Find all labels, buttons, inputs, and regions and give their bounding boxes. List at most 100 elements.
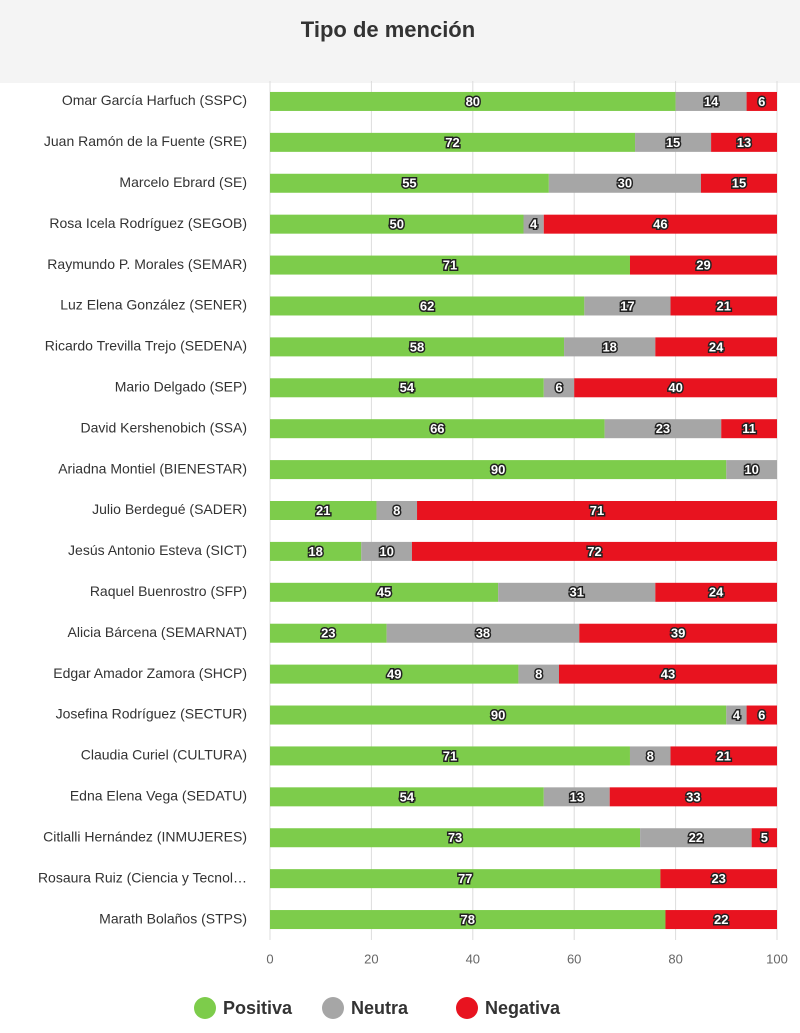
- bar-segment: [746, 705, 777, 725]
- data-label: 72: [587, 544, 601, 559]
- data-label: 8: [393, 503, 400, 518]
- bar-segment: [543, 214, 777, 234]
- bar-segment: [629, 746, 671, 766]
- bar-segment: [270, 378, 544, 398]
- data-label: 24: [709, 585, 724, 600]
- data-label: 49: [387, 667, 401, 682]
- data-label: 15: [732, 176, 746, 191]
- bar-segment: [543, 378, 575, 398]
- bar-segment: [270, 828, 641, 848]
- bar-segment: [270, 623, 387, 643]
- legend-marker: [456, 997, 478, 1019]
- data-label: 8: [535, 667, 542, 682]
- bar-segment: [665, 910, 777, 930]
- legend-marker: [194, 997, 216, 1019]
- chart-title: Tipo de mención: [301, 17, 475, 42]
- bar-segment: [411, 541, 777, 561]
- y-tick-label: Luz Elena González (SENER): [60, 297, 247, 313]
- bar-segment: [584, 296, 671, 316]
- bar-segment: [518, 664, 559, 684]
- y-tick-label: Mario Delgado (SEP): [115, 378, 247, 394]
- data-label: 80: [466, 94, 480, 109]
- data-label: 13: [570, 789, 584, 804]
- data-label: 21: [717, 298, 731, 313]
- y-tick-label: Ricardo Trevilla Trejo (SEDENA): [45, 338, 247, 354]
- bar-segment: [655, 582, 777, 602]
- data-label: 17: [620, 298, 634, 313]
- bar-segment: [270, 173, 549, 193]
- bar-segment: [660, 869, 777, 889]
- x-tick-label: 40: [466, 951, 480, 966]
- bar-segment: [270, 296, 585, 316]
- bar-segment: [711, 132, 777, 152]
- bar-segment: [270, 746, 630, 766]
- bar-segment: [675, 91, 747, 111]
- bar-segment: [270, 255, 630, 275]
- data-label: 43: [661, 667, 675, 682]
- legend-marker: [322, 997, 344, 1019]
- bar-segment: [558, 664, 777, 684]
- data-label: 39: [671, 626, 685, 641]
- bar-segment: [543, 787, 610, 807]
- legend-label: Neutra: [351, 998, 409, 1018]
- bar-segment: [579, 623, 777, 643]
- data-label: 38: [476, 626, 490, 641]
- data-label: 50: [390, 217, 404, 232]
- y-tick-label: Jesús Antonio Esteva (SICT): [68, 542, 247, 558]
- data-label: 71: [443, 748, 457, 763]
- bar-segment: [270, 664, 519, 684]
- data-label: 18: [602, 339, 616, 354]
- y-tick-label: Edgar Amador Zamora (SHCP): [53, 665, 247, 681]
- bar-segment: [270, 869, 661, 889]
- x-tick-label: 100: [766, 951, 788, 966]
- legend-label: Positiva: [223, 998, 293, 1018]
- data-label: 14: [704, 94, 719, 109]
- data-label: 54: [400, 380, 415, 395]
- x-tick-label: 0: [266, 951, 273, 966]
- bar-segment: [726, 705, 747, 725]
- bar-segment: [700, 173, 777, 193]
- data-label: 13: [737, 135, 751, 150]
- y-tick-label: Juan Ramón de la Fuente (SRE): [44, 133, 247, 149]
- data-label: 33: [686, 789, 700, 804]
- y-tick-label: Edna Elena Vega (SEDATU): [70, 788, 247, 804]
- data-label: 6: [555, 380, 562, 395]
- y-tick-label: Raymundo P. Morales (SEMAR): [47, 256, 247, 272]
- data-label: 78: [460, 912, 474, 927]
- data-label: 10: [379, 544, 393, 559]
- data-label: 62: [420, 298, 434, 313]
- data-label: 8: [647, 748, 654, 763]
- bar-segment: [635, 132, 712, 152]
- data-label: 11: [742, 421, 756, 436]
- bar-segment: [670, 746, 777, 766]
- data-label: 4: [530, 217, 538, 232]
- data-label: 29: [696, 258, 710, 273]
- bar-segment: [417, 501, 777, 520]
- bar-segment: [270, 705, 727, 725]
- data-label: 90: [491, 707, 505, 722]
- y-tick-label: Rosaura Ruiz (Ciencia y Tecnol…: [38, 869, 247, 885]
- bar-segment: [270, 419, 605, 439]
- y-tick-label: Alicia Bárcena (SEMARNAT): [68, 624, 247, 640]
- y-tick-label: David Kershenobich (SSA): [80, 419, 247, 435]
- data-label: 6: [758, 707, 765, 722]
- data-label: 77: [458, 871, 472, 886]
- data-label: 15: [666, 135, 680, 150]
- y-tick-label: Omar García Harfuch (SSPC): [62, 92, 247, 108]
- bar-segment: [726, 460, 777, 480]
- data-label: 21: [717, 748, 731, 763]
- bar-segment: [640, 828, 752, 848]
- bar-segment: [270, 541, 362, 561]
- data-label: 73: [448, 830, 462, 845]
- bar-segment: [629, 255, 777, 275]
- bar-segment: [721, 419, 777, 439]
- bar-segment: [270, 910, 666, 930]
- x-tick-label: 20: [364, 951, 378, 966]
- bar-segment: [609, 787, 777, 807]
- data-label: 71: [590, 503, 604, 518]
- bar-segment: [270, 132, 636, 152]
- header-band: [0, 0, 800, 83]
- bar-segment: [746, 91, 777, 111]
- bar-segment: [270, 460, 727, 480]
